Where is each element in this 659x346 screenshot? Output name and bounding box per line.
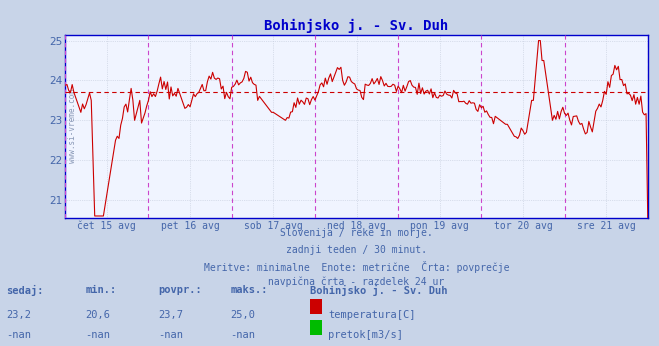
Text: pretok[m3/s]: pretok[m3/s] xyxy=(328,330,403,340)
Text: -nan: -nan xyxy=(86,330,111,340)
Text: navpična črta - razdelek 24 ur: navpična črta - razdelek 24 ur xyxy=(268,277,445,288)
Text: sedaj:: sedaj: xyxy=(7,285,44,297)
Text: 23,2: 23,2 xyxy=(7,310,32,320)
Title: Bohinjsko j. - Sv. Duh: Bohinjsko j. - Sv. Duh xyxy=(264,19,449,34)
Text: -nan: -nan xyxy=(158,330,183,340)
Text: www.si-vreme.com: www.si-vreme.com xyxy=(68,89,76,163)
Text: 20,6: 20,6 xyxy=(86,310,111,320)
Text: 25,0: 25,0 xyxy=(231,310,256,320)
Text: Slovenija / reke in morje.: Slovenija / reke in morje. xyxy=(280,228,433,238)
Text: maks.:: maks.: xyxy=(231,285,268,295)
Text: -nan: -nan xyxy=(231,330,256,340)
Text: zadnji teden / 30 minut.: zadnji teden / 30 minut. xyxy=(286,245,427,255)
Text: povpr.:: povpr.: xyxy=(158,285,202,295)
Text: temperatura[C]: temperatura[C] xyxy=(328,310,416,320)
Text: 23,7: 23,7 xyxy=(158,310,183,320)
Text: -nan: -nan xyxy=(7,330,32,340)
Text: min.:: min.: xyxy=(86,285,117,295)
Text: Meritve: minimalne  Enote: metrične  Črta: povprečje: Meritve: minimalne Enote: metrične Črta:… xyxy=(204,261,509,273)
Text: Bohinjsko j. - Sv. Duh: Bohinjsko j. - Sv. Duh xyxy=(310,285,447,297)
